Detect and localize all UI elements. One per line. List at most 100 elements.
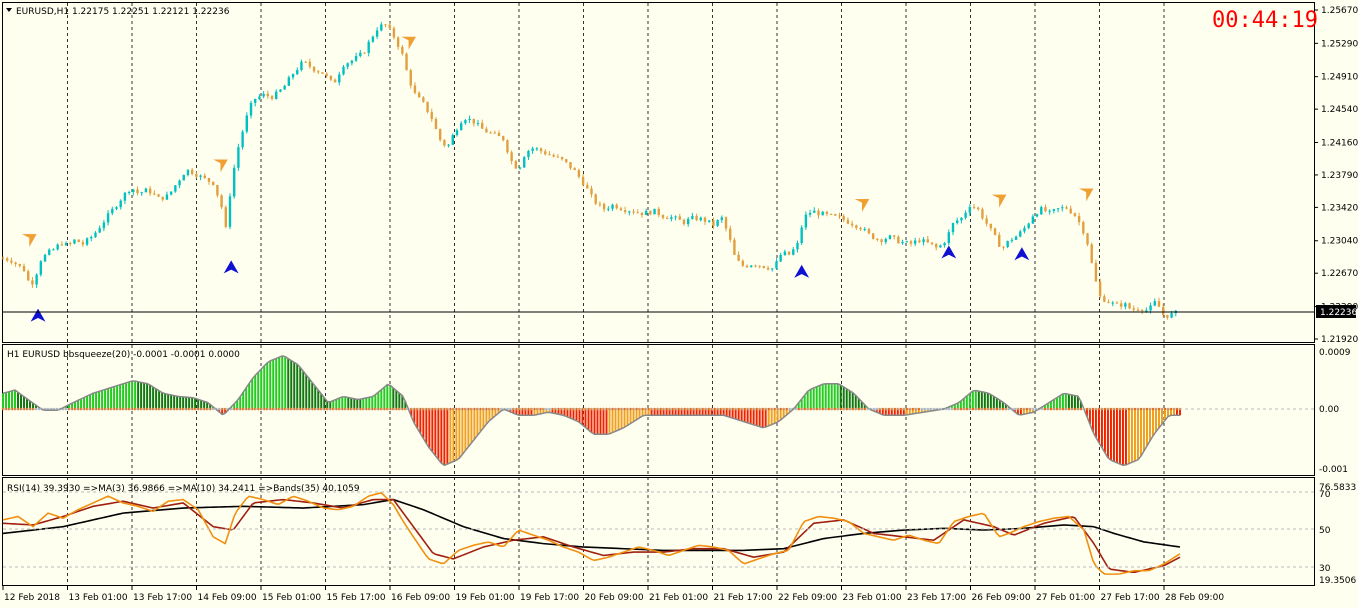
squeeze-dot	[304, 407, 308, 411]
squeeze-dot	[473, 407, 476, 411]
candle-body	[514, 160, 518, 169]
time-label: 20 Feb 09:00	[585, 593, 644, 603]
candle-body	[838, 215, 841, 217]
main-title: EURUSD,H1 1.22175 1.22251 1.22121 1.2223…	[16, 7, 230, 17]
candle-body	[1061, 207, 1064, 209]
candle-body	[27, 271, 30, 281]
squeeze-dot	[905, 407, 909, 411]
candle-body	[220, 195, 223, 208]
squeeze-dot	[731, 407, 734, 411]
candle-body	[880, 239, 883, 243]
candle-body	[338, 74, 341, 83]
candle-body	[258, 96, 261, 99]
candle-body	[674, 216, 677, 218]
squeeze-dot	[389, 407, 392, 411]
squeeze-dot	[671, 407, 674, 411]
squeeze-dot	[10, 407, 14, 411]
squeeze-dot	[965, 407, 969, 411]
squeeze-dot	[202, 407, 206, 411]
squeeze-dot	[1061, 407, 1065, 411]
candle-body	[485, 128, 488, 133]
squeeze-dot	[1157, 407, 1161, 411]
candle-body	[354, 56, 358, 61]
candle-body	[300, 61, 303, 71]
squeeze-dot	[815, 407, 818, 411]
squeeze-dot	[160, 407, 164, 411]
candle-body	[964, 212, 967, 218]
candle-body	[985, 218, 988, 224]
squeeze-dot	[268, 407, 272, 411]
candle-body	[539, 148, 543, 152]
candle-body	[1107, 301, 1110, 303]
squeeze-dot	[124, 407, 128, 411]
candle-body	[81, 242, 85, 245]
countdown-timer: 00:44:19	[1212, 8, 1318, 33]
candle-body	[350, 60, 354, 64]
squeeze-dot	[232, 407, 236, 411]
candle-body	[1027, 223, 1030, 229]
squeeze-dot	[971, 407, 975, 411]
candle-body	[388, 24, 391, 29]
candle-body	[678, 216, 681, 220]
candle-body	[77, 239, 80, 243]
squeeze-tick: -0.001	[1319, 465, 1348, 475]
candle-body	[956, 220, 959, 224]
candle-body	[1031, 216, 1035, 224]
current-price-label: 1.22236	[1320, 308, 1357, 318]
candle-body	[787, 251, 791, 255]
squeeze-axis: 0.0009 0.00 -0.001	[1319, 348, 1351, 475]
squeeze-dot	[779, 407, 782, 411]
candle-body	[182, 175, 185, 181]
squeeze-dot	[575, 407, 578, 411]
squeeze-dot	[1079, 407, 1083, 411]
squeeze-dot	[521, 407, 524, 411]
candle-body	[401, 46, 404, 54]
candle-body	[94, 232, 97, 238]
candle-body	[85, 238, 89, 245]
candle-body	[762, 265, 766, 268]
candle-body	[577, 170, 581, 177]
candle-body	[1166, 314, 1169, 318]
dropdown-triangle-icon[interactable]	[6, 8, 12, 12]
buy-arrow-icon	[1013, 246, 1031, 262]
squeeze-dot	[683, 407, 686, 411]
candle-body	[1111, 302, 1114, 304]
candle-body	[283, 85, 286, 90]
squeeze-dot	[340, 407, 344, 411]
squeeze-dot	[1133, 407, 1137, 411]
squeeze-dot	[1085, 407, 1089, 411]
squeeze-title: H1 EURUSD bbsqueeze(20) -0.0001 -0.0001 …	[7, 350, 240, 360]
squeeze-dot	[539, 407, 542, 411]
rsi-lines	[2, 491, 1181, 575]
candle-body	[800, 227, 803, 243]
squeeze-dot	[244, 407, 248, 411]
squeeze-dot	[106, 407, 110, 411]
squeeze-dot	[893, 407, 897, 411]
time-label: 27 Feb 01:00	[1036, 593, 1095, 603]
candle-body	[48, 249, 51, 255]
squeeze-dot	[515, 407, 518, 411]
candle-body	[321, 72, 324, 74]
candle-body	[640, 212, 644, 216]
candle-body	[1124, 303, 1127, 307]
buy-arrow-icon	[940, 244, 958, 260]
candle-body	[1094, 262, 1098, 282]
squeeze-dot	[1139, 407, 1143, 411]
candle-body	[413, 85, 417, 93]
squeeze-dot	[719, 407, 722, 411]
candle-body	[506, 140, 509, 153]
candle-body	[481, 122, 484, 129]
candle-body	[808, 212, 812, 215]
candle-body	[359, 52, 362, 57]
squeeze-dot	[334, 407, 338, 411]
candle-body	[174, 185, 177, 192]
squeeze-dot	[647, 407, 650, 411]
candle-body	[884, 239, 887, 243]
squeeze-dot	[413, 407, 416, 411]
candle-body	[871, 233, 875, 239]
squeeze-dot	[455, 407, 458, 411]
sell-arrow-icon	[20, 233, 38, 249]
candle-body	[771, 268, 774, 270]
candle-body	[178, 180, 181, 186]
squeeze-dot	[371, 407, 374, 411]
